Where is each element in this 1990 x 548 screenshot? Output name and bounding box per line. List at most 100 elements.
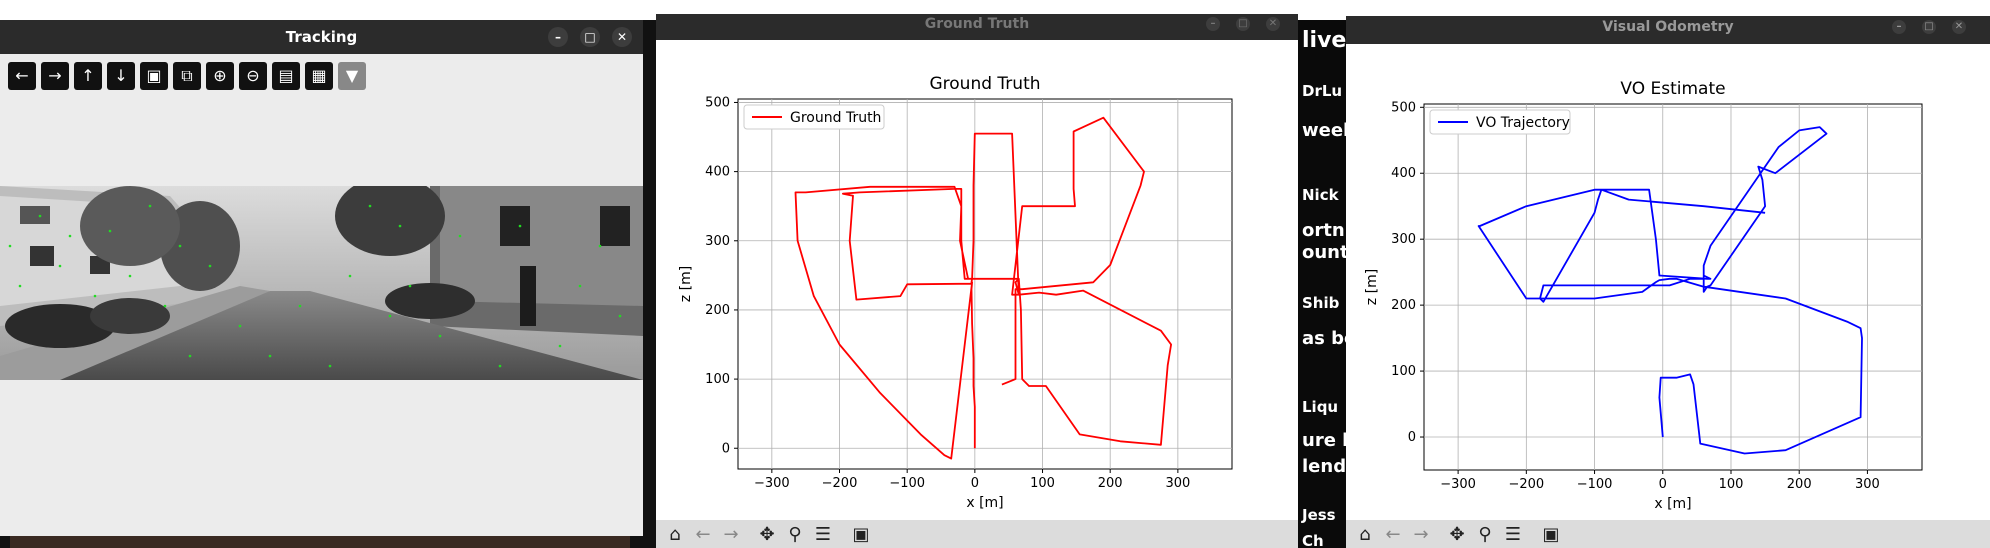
tick-label-x: −300 bbox=[1440, 477, 1476, 492]
image-icon[interactable]: ▣ bbox=[140, 62, 168, 90]
legend-box bbox=[743, 104, 885, 130]
chat-line: ure ha bbox=[1302, 430, 1346, 451]
tick-label-x: −200 bbox=[1508, 477, 1544, 492]
arrow-down-icon[interactable]: ↓ bbox=[107, 62, 135, 90]
vo-toolbar: ⌂ ← → ✥ ⚲ ☰ ▣ bbox=[1346, 520, 1990, 548]
tick-label-x: 300 bbox=[1855, 477, 1880, 492]
chat-line: Shib bbox=[1302, 294, 1340, 312]
tick-label-y: 300 bbox=[1391, 232, 1416, 247]
arrow-up-icon[interactable]: ↑ bbox=[74, 62, 102, 90]
series-line bbox=[794, 116, 1172, 460]
clipboard-icon[interactable]: ▦ bbox=[305, 62, 333, 90]
plot-area bbox=[737, 98, 1233, 470]
tick-label-y: 0 bbox=[1408, 430, 1416, 445]
y-axis-label: z [m] bbox=[678, 266, 694, 302]
minimize-button[interactable]: – bbox=[1206, 17, 1220, 31]
tracking-titlebar[interactable]: Tracking – □ ✕ bbox=[0, 20, 643, 54]
back-icon[interactable]: ← bbox=[1385, 524, 1401, 545]
ground-truth-titlebar[interactable]: Ground Truth – □ ✕ bbox=[656, 14, 1298, 40]
pan-icon[interactable]: ✥ bbox=[759, 524, 775, 545]
chat-line: as be bbox=[1302, 328, 1346, 349]
close-button[interactable]: ✕ bbox=[1952, 20, 1966, 34]
arrow-left-icon[interactable]: ← bbox=[8, 62, 36, 90]
chat-line: ortnit bbox=[1302, 220, 1346, 241]
tick-label-x: 0 bbox=[1659, 477, 1667, 492]
chat-line: live c bbox=[1302, 28, 1346, 53]
tick-label-y: 500 bbox=[705, 95, 730, 110]
window-title: Ground Truth bbox=[924, 16, 1030, 32]
zoom-icon[interactable]: ⚲ bbox=[788, 524, 802, 545]
image-export-icon[interactable]: ⧉ bbox=[173, 62, 201, 90]
save-icon[interactable]: ▣ bbox=[1542, 524, 1560, 545]
tick-label-x: −100 bbox=[889, 476, 925, 491]
tick-label-y: 100 bbox=[1391, 364, 1416, 379]
tick-label-y: 200 bbox=[1391, 298, 1416, 313]
tick-label-y: 100 bbox=[705, 372, 730, 387]
forward-icon[interactable]: → bbox=[723, 524, 739, 545]
tick-label-y: 400 bbox=[1391, 166, 1416, 181]
street-scene bbox=[0, 186, 643, 380]
top-white-strip bbox=[0, 0, 1990, 20]
tick-label-x: 200 bbox=[1787, 477, 1812, 492]
configure-icon[interactable]: ☰ bbox=[814, 524, 832, 545]
chat-line: ounto bbox=[1302, 242, 1346, 263]
x-axis-label: x [m] bbox=[1654, 496, 1691, 512]
tick-label-x: 300 bbox=[1165, 476, 1190, 491]
window-title: Tracking bbox=[285, 28, 358, 46]
tracking-camera-frame bbox=[0, 186, 643, 380]
pan-icon[interactable]: ✥ bbox=[1449, 524, 1465, 545]
chart-title: VO Estimate bbox=[1620, 79, 1725, 99]
tick-label-x: 100 bbox=[1030, 476, 1055, 491]
ground-truth-plot: −300 −200 −100 0 100 200 300 0 100 200 300 400 500 Gr… bbox=[678, 74, 1233, 511]
close-button[interactable]: ✕ bbox=[612, 27, 632, 47]
home-icon[interactable]: ⌂ bbox=[669, 524, 681, 545]
legend-label: Ground Truth bbox=[790, 110, 881, 126]
pin-icon[interactable]: ▼ bbox=[338, 62, 366, 90]
tick-label-x: −300 bbox=[754, 476, 790, 491]
tracking-window: Tracking – □ ✕ ← → ↑ ↓ ▣ ⧉ ⊕ ⊖ ▤ ▦ ▼ bbox=[0, 20, 643, 536]
tick-label-x: 200 bbox=[1098, 476, 1123, 491]
save-icon[interactable]: ▤ bbox=[272, 62, 300, 90]
minimize-button[interactable]: – bbox=[548, 27, 568, 47]
webcam-feed bbox=[10, 534, 630, 548]
chat-line: Nick bbox=[1302, 186, 1339, 204]
chart-title: Ground Truth bbox=[929, 74, 1040, 94]
legend-box bbox=[1429, 109, 1571, 135]
window-title: Visual Odometry bbox=[1602, 19, 1734, 35]
feature-points bbox=[8, 204, 622, 368]
chat-line: lendo bbox=[1302, 456, 1346, 477]
ground-truth-toolbar: ⌂ ← → ✥ ⚲ ☰ ▣ bbox=[656, 520, 1298, 548]
zoom-icon[interactable]: ⚲ bbox=[1478, 524, 1492, 545]
forward-icon[interactable]: → bbox=[1413, 524, 1429, 545]
zoom-in-icon[interactable]: ⊕ bbox=[206, 62, 234, 90]
maximize-button[interactable]: □ bbox=[580, 27, 600, 47]
ground-truth-window: Ground Truth – □ ✕ −300 −200 −100 0 100 200 30… bbox=[656, 14, 1298, 548]
chat-line: Ch bbox=[1302, 532, 1324, 548]
maximize-button[interactable]: □ bbox=[1922, 20, 1936, 34]
series-line bbox=[1477, 126, 1863, 455]
plot-area bbox=[1423, 103, 1923, 471]
tick-label-y: 400 bbox=[705, 165, 730, 180]
configure-icon[interactable]: ☰ bbox=[1504, 524, 1522, 545]
tick-label-y: 200 bbox=[705, 303, 730, 318]
arrow-right-icon[interactable]: → bbox=[41, 62, 69, 90]
tick-label-x: 100 bbox=[1719, 477, 1744, 492]
tick-label-y: 300 bbox=[705, 234, 730, 249]
back-icon[interactable]: ← bbox=[695, 524, 711, 545]
tick-label-x: −200 bbox=[822, 476, 858, 491]
chat-line: weeker bbox=[1302, 120, 1346, 141]
maximize-button[interactable]: □ bbox=[1236, 17, 1250, 31]
zoom-out-icon[interactable]: ⊖ bbox=[239, 62, 267, 90]
minimize-button[interactable]: – bbox=[1892, 20, 1906, 34]
live-chat-panel: live c DrLu weeker Nick ortnit ounto Shi… bbox=[1298, 20, 1346, 548]
close-button[interactable]: ✕ bbox=[1266, 17, 1280, 31]
vo-titlebar[interactable]: Visual Odometry – □ ✕ bbox=[1346, 16, 1990, 44]
tick-label-x: −100 bbox=[1577, 477, 1613, 492]
tick-label-y: 0 bbox=[722, 441, 730, 456]
chat-line: Jess bbox=[1302, 506, 1336, 524]
chat-line: DrLu bbox=[1302, 82, 1343, 100]
vo-plot: −300 −200 −100 0 100 200 300 0 100 200 300 400 500 VO… bbox=[1364, 79, 1923, 512]
home-icon[interactable]: ⌂ bbox=[1359, 524, 1371, 545]
save-icon[interactable]: ▣ bbox=[852, 524, 870, 545]
chat-line: Liqu bbox=[1302, 398, 1339, 416]
